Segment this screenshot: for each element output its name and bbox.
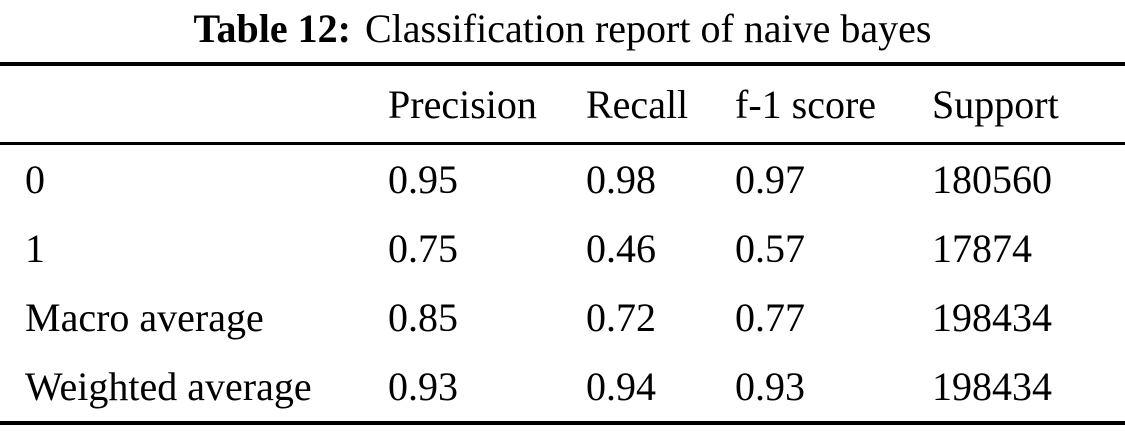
table-row-weighted-average: Weighted average 0.93 0.94 0.93 198434: [0, 352, 1125, 423]
cell-f1-score: 0.77: [735, 295, 805, 340]
row-label: Macro average: [25, 295, 264, 340]
cell-f1-score: 0.97: [735, 157, 805, 202]
row-label: 1: [25, 226, 45, 271]
table-caption-text: Classification report of naive bayes: [364, 6, 932, 51]
table-caption-label: Table 12:: [193, 6, 351, 51]
cell-support: 198434: [932, 364, 1052, 409]
header-row: Precision Recall f-1 score Support: [0, 64, 1125, 145]
cell-support: 180560: [932, 157, 1052, 202]
table-row-class-0: 0 0.95 0.98 0.97 180560: [0, 144, 1125, 215]
cell-recall: 0.72: [586, 295, 656, 340]
cell-recall: 0.94: [586, 364, 656, 409]
row-label: 0: [25, 157, 45, 202]
cell-support: 17874: [932, 226, 1032, 271]
cell-support: 198434: [932, 295, 1052, 340]
cell-precision: 0.85: [388, 295, 458, 340]
cell-precision: 0.75: [388, 226, 458, 271]
cell-recall: 0.98: [586, 157, 656, 202]
header-precision: Precision: [388, 64, 586, 145]
table-row-class-1: 1 0.75 0.46 0.57 17874: [0, 214, 1125, 283]
header-recall: Recall: [586, 64, 735, 145]
cell-f1-score: 0.57: [735, 226, 805, 271]
header-f1-score: f-1 score: [735, 64, 932, 145]
table-row-macro-average: Macro average 0.85 0.72 0.77 198434: [0, 283, 1125, 352]
cell-recall: 0.46: [586, 226, 656, 271]
cell-precision: 0.95: [388, 157, 458, 202]
classification-report-table: Precision Recall f-1 score Support 0 0.9…: [0, 62, 1125, 425]
row-label: Weighted average: [25, 364, 312, 409]
header-rowlabel: [0, 64, 388, 145]
table-caption: Table 12: Classification report of naive …: [0, 0, 1125, 62]
cell-precision: 0.93: [388, 364, 458, 409]
cell-f1-score: 0.93: [735, 364, 805, 409]
header-support: Support: [932, 64, 1125, 145]
